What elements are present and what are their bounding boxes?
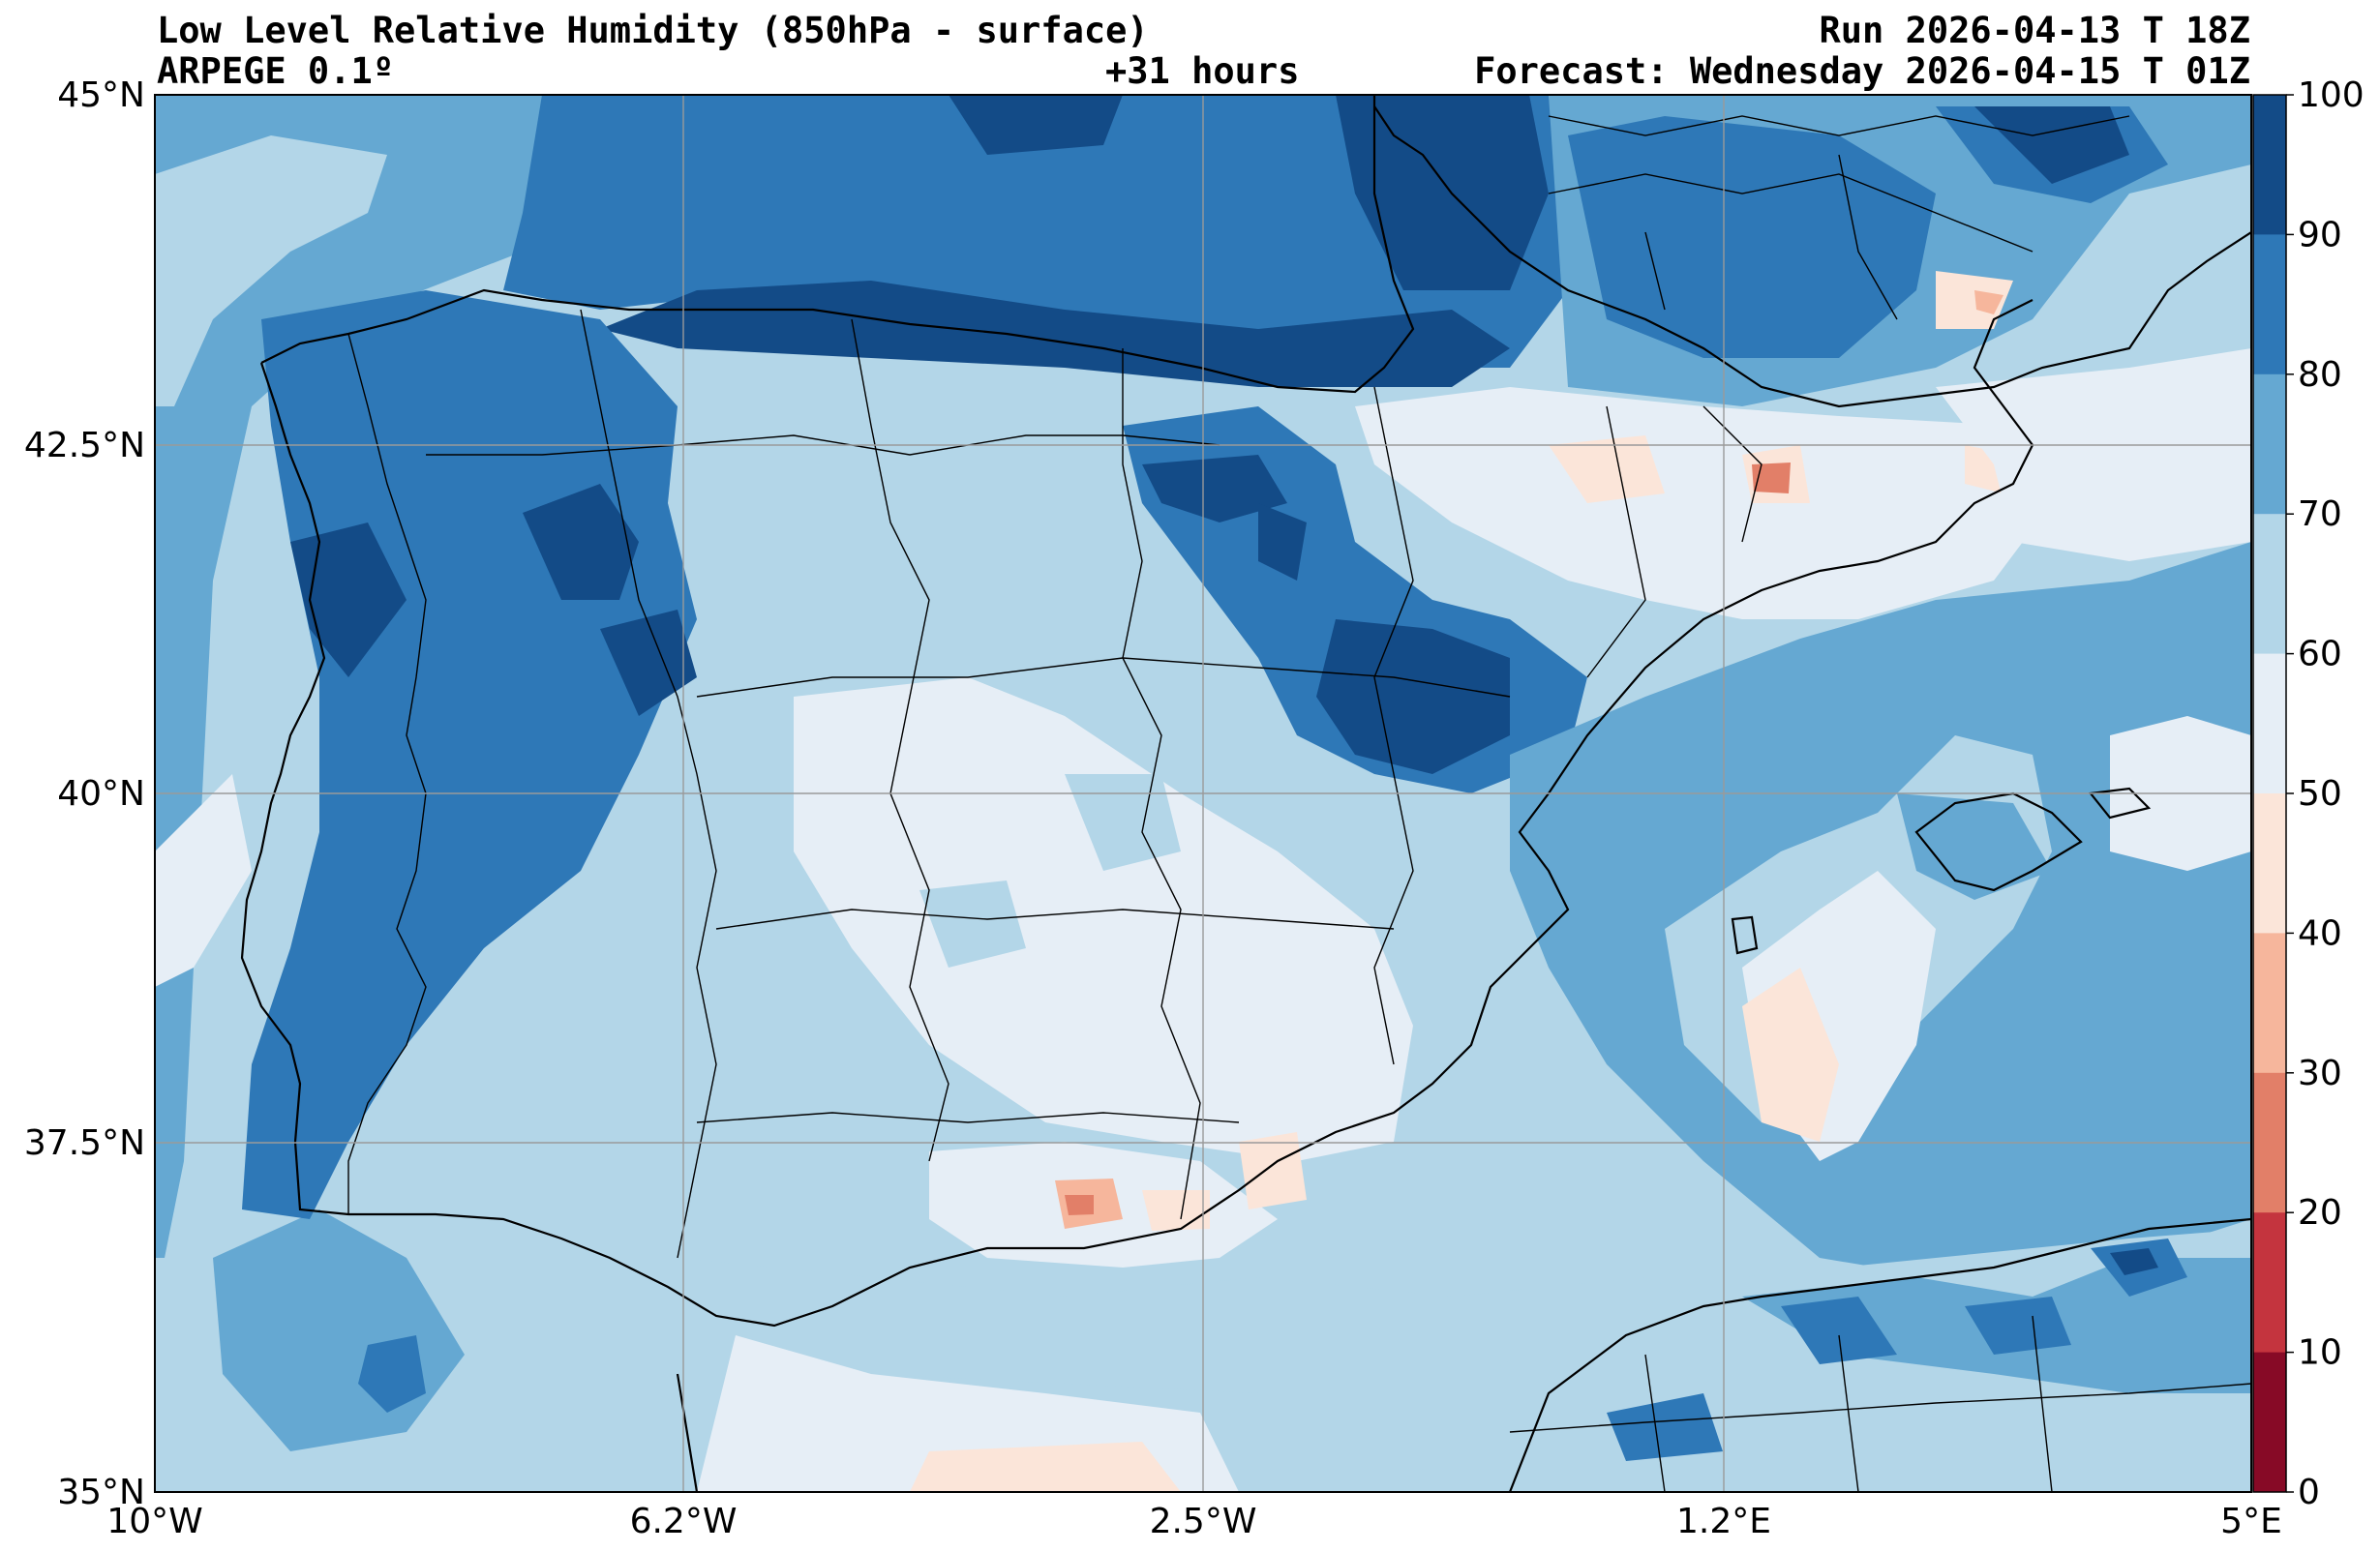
colorbar-tick-label: 0 bbox=[2298, 1473, 2320, 1512]
colorbar-tick-label: 40 bbox=[2298, 913, 2342, 953]
colorbar-swatch bbox=[2253, 234, 2286, 375]
colorbar-tick-label: 90 bbox=[2298, 215, 2342, 254]
x-tick-label: 6.2°W bbox=[630, 1502, 738, 1541]
colorbar-swatch bbox=[2253, 1072, 2286, 1213]
x-axis: 10°W 6.2°W 2.5°W 1.2°E 5°E bbox=[106, 1502, 2282, 1541]
graticule bbox=[155, 95, 2251, 1492]
colorbar-tick-label: 30 bbox=[2298, 1054, 2342, 1093]
border-layer bbox=[347, 115, 2251, 1492]
colorbar-swatch bbox=[2253, 95, 2286, 235]
colorbar-tick-label: 60 bbox=[2298, 635, 2342, 674]
y-tick-label: 37.5°N bbox=[24, 1123, 145, 1163]
colorbar-swatch bbox=[2253, 1212, 2286, 1354]
colorbar-tick-label: 70 bbox=[2298, 494, 2342, 534]
colorbar-swatch bbox=[2253, 1352, 2286, 1493]
coastline-layer bbox=[240, 95, 2251, 1492]
run-label: Run 2026-04-13 T 18Z bbox=[1819, 10, 2250, 51]
x-tick-label: 5°E bbox=[2220, 1502, 2282, 1541]
y-tick-label: 40°N bbox=[57, 774, 145, 814]
x-tick-label: 2.5°W bbox=[1150, 1502, 1257, 1541]
forecast-label: Forecast: Wednesday 2026-04-15 T 01Z bbox=[1474, 50, 2250, 92]
map-frame bbox=[154, 94, 2252, 1493]
y-tick-label: 42.5°N bbox=[24, 426, 145, 465]
model-label: ARPEGE 0.1º bbox=[157, 50, 395, 92]
colorbar-swatch bbox=[2253, 653, 2286, 794]
colorbar-tick-label: 100 bbox=[2298, 75, 2365, 115]
colorbar-swatch bbox=[2253, 933, 2286, 1074]
y-tick-label: 45°N bbox=[57, 75, 145, 115]
colorbar-swatch bbox=[2253, 373, 2286, 515]
colorbar-tick-label: 50 bbox=[2298, 774, 2342, 814]
colorbar-swatch bbox=[2253, 514, 2286, 655]
colorbar-tick-label: 80 bbox=[2298, 355, 2342, 395]
colorbar-tick-label: 10 bbox=[2298, 1333, 2342, 1373]
map-title: Low Level Relative Humidity (850hPa - su… bbox=[157, 10, 1149, 51]
y-axis: 45°N 42.5°N 40°N 37.5°N 35°N bbox=[24, 75, 145, 1512]
y-tick-label: 35°N bbox=[57, 1473, 145, 1512]
x-tick-label: 10°W bbox=[106, 1502, 202, 1541]
x-tick-label: 1.2°E bbox=[1676, 1502, 1771, 1541]
lead-time-label: +31 hours bbox=[1105, 50, 1300, 92]
colorbar-swatch bbox=[2253, 793, 2286, 934]
colorbar-tick-label: 20 bbox=[2298, 1193, 2342, 1233]
